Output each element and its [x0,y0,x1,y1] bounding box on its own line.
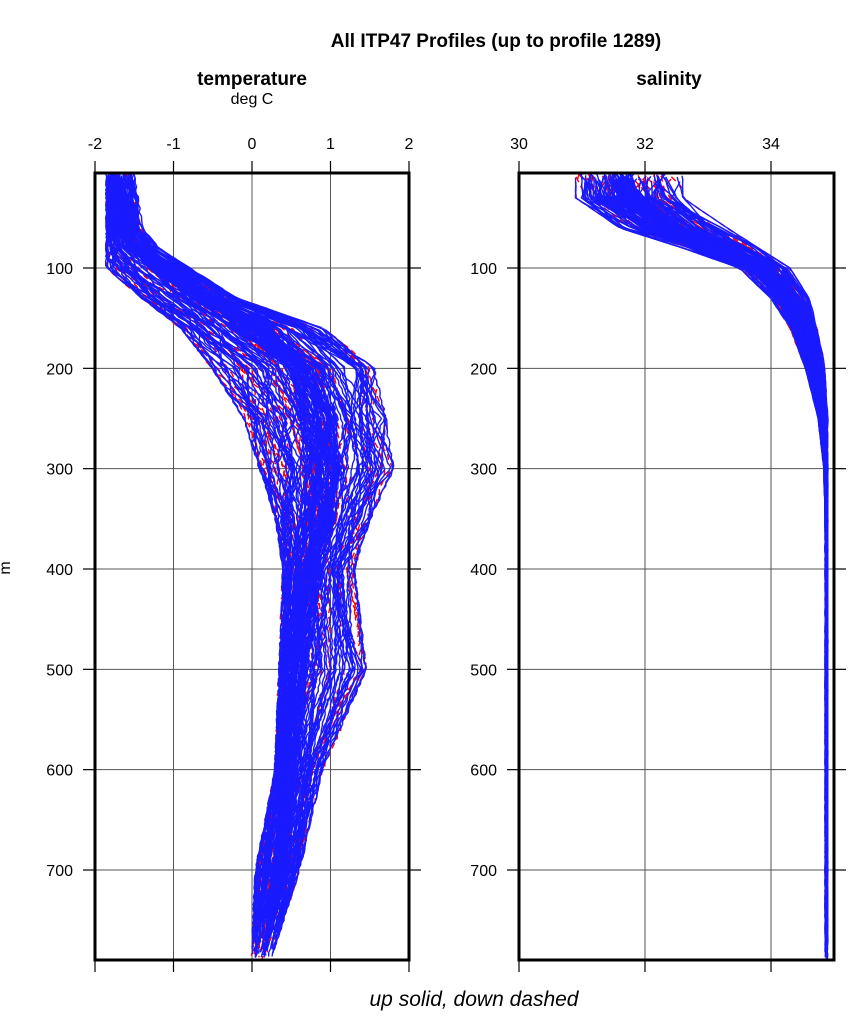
x-tick-label: 2 [405,136,414,153]
up-profile-line [107,180,293,940]
chart-title: All ITP47 Profiles (up to profile 1289) [331,31,661,52]
x-tick-label: 0 [248,136,257,153]
up-profile-line [104,182,287,957]
up-profile-line [621,177,828,936]
up-profile-line [111,176,315,928]
x-tick-label: -2 [88,136,102,153]
up-profile-line [620,181,828,909]
up-profile-line [681,175,829,951]
down-profile-line [111,178,317,954]
y-tick-label: 300 [46,462,73,479]
y-tick-label: 500 [46,662,73,679]
y-tick-label: 700 [46,863,73,880]
up-profile-line [621,176,828,940]
y-tick-label: 600 [46,763,73,780]
up-profile-line [123,182,374,933]
plot-frame [93,171,411,962]
up-profile-line [619,181,828,912]
y-tick-label: 200 [46,361,73,378]
up-profile-line [624,176,828,948]
temperature-x-label: deg C [231,91,274,108]
caption: up solid, down dashed [370,988,580,1011]
up-profile-line [632,180,828,935]
x-tick-label: 32 [636,136,654,153]
y-tick-label: 700 [470,863,497,880]
y-tick-label: 500 [470,662,497,679]
up-profile-line [120,175,337,923]
up-profile-line [628,178,828,918]
y-tick-label: 300 [470,462,497,479]
up-profile-line [107,174,296,918]
up-profile-line [621,175,828,947]
up-profile-line [619,173,828,960]
up-profile-line [129,177,379,957]
down-profile-line [630,180,829,935]
y-axis-unit-label: m [0,561,14,574]
salinity-panel-title: salinity [636,69,702,90]
y-tick-label: 200 [470,361,497,378]
salinity-panel: 30 32 34 100 200 300 400 500 600 700 [470,136,846,972]
temperature-panel: -2 -1 0 1 2 100 200 300 400 500 600 700 [46,136,421,972]
up-profile-line [676,176,829,936]
temperature-panel-title: temperature [197,69,307,90]
y-tick-label: 400 [46,562,73,579]
up-profile-line [116,173,342,937]
x-tick-label: -1 [166,136,180,153]
up-profile-line [133,174,394,954]
up-profile-line [129,173,383,949]
up-profile-line [110,176,302,928]
up-profile-line [112,177,337,909]
x-tick-label: 1 [326,136,335,153]
up-profile-line [622,181,828,917]
plot-frame [517,171,836,962]
x-tick-label: 34 [762,136,780,153]
x-tick-label: 30 [510,136,528,153]
up-profile-line [658,180,829,916]
y-tick-label: 600 [470,763,497,780]
y-tick-label: 100 [46,261,73,278]
y-tick-label: 100 [470,261,497,278]
up-profile-line [129,174,373,918]
up-profile-line [115,176,309,915]
down-profile-line [670,176,829,916]
up-profile-line [116,178,330,938]
y-tick-label: 400 [470,562,497,579]
